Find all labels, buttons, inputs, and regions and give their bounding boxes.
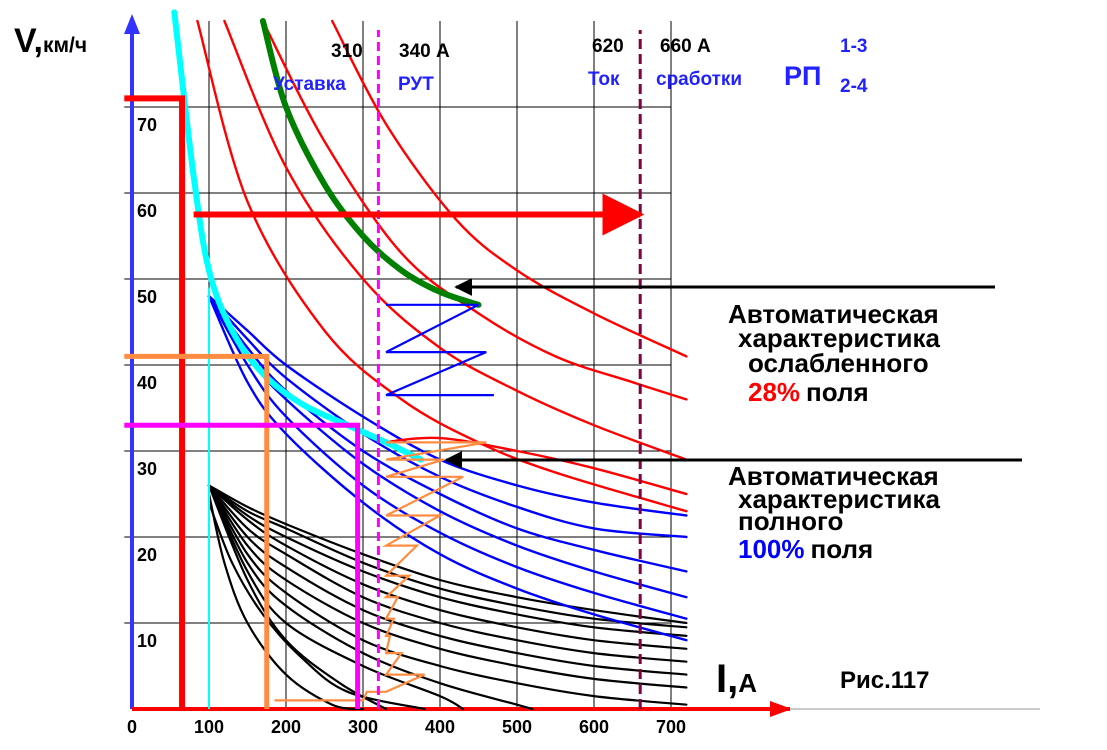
curve-starting-11 xyxy=(207,484,388,711)
curve-starting-13 xyxy=(207,484,534,711)
curve-starting-17 xyxy=(207,484,688,663)
y-tick-label-50: 50 xyxy=(137,287,157,307)
x-tick-label-100: 100 xyxy=(194,717,224,737)
y-tick-label-20: 20 xyxy=(137,545,157,565)
y-axis-arrowhead xyxy=(124,14,140,34)
curve-weakened-0 xyxy=(196,19,688,513)
y-tick-label-10: 10 xyxy=(137,631,157,651)
curve-full-10 xyxy=(207,295,688,517)
speed-current-marker-0 xyxy=(124,95,186,709)
weak-annotation-pct: 28% поля xyxy=(748,377,869,407)
curve-weakened-1 xyxy=(223,19,688,461)
y-tick-label-40: 40 xyxy=(137,373,157,393)
curve-starting-14 xyxy=(207,484,688,706)
y-tick-label-70: 70 xyxy=(137,115,157,135)
weak-annotation-line2: характеристика xyxy=(738,323,941,353)
curve-starting-16 xyxy=(207,484,688,676)
curve-weakened-4 xyxy=(381,436,688,496)
x-tick-label-600: 600 xyxy=(579,717,609,737)
y-tick-label-60: 60 xyxy=(137,201,157,221)
curve-starting-18 xyxy=(207,484,688,650)
weak-annotation-line3: ослабленного xyxy=(748,348,929,378)
setting-high-label: 340 А xyxy=(399,41,450,62)
rp-sup: 1-3 xyxy=(840,36,867,57)
series-layer xyxy=(171,9,688,711)
setting-text: Уставка xyxy=(273,74,346,95)
curve-full-5 xyxy=(207,295,688,642)
weak-pct: 28% xyxy=(748,377,800,407)
staircase-orange-1 xyxy=(274,441,487,702)
trip-text-2: сработки xyxy=(656,69,742,90)
x-tick-label-700: 700 xyxy=(656,717,686,737)
x-tick-label-500: 500 xyxy=(502,717,532,737)
staircase-full-0 xyxy=(385,303,494,397)
trip-high-label: 660 А xyxy=(660,36,711,57)
speed-current-marker-2 xyxy=(124,422,361,709)
rp-text: РП xyxy=(784,61,821,91)
y-axis-label-main: V, xyxy=(14,22,43,60)
x-axis-label: I,А xyxy=(716,657,757,701)
full-annotation-line3: полного xyxy=(738,506,843,536)
x-tick-label-200: 200 xyxy=(271,717,301,737)
y-tick-label-30: 30 xyxy=(137,459,157,479)
rut-text: РУТ xyxy=(398,74,434,95)
setting-low-label: 310 xyxy=(331,41,363,62)
full-annotation-pct: 100% поля xyxy=(738,534,873,564)
weak-annotation-line1: Автоматическая xyxy=(728,299,939,329)
full-annotation-line1: Автоматическая xyxy=(728,461,939,491)
speed-current-marker-1 xyxy=(124,353,270,709)
curve-starting-12 xyxy=(207,484,465,711)
y-axis-label: V,км/ч xyxy=(14,22,87,60)
x-tick-label-400: 400 xyxy=(425,717,455,737)
x-axis-label-unit: А xyxy=(738,668,757,698)
curve-weakened-3 xyxy=(331,19,688,358)
rp-sub: 2-4 xyxy=(840,76,868,97)
trip-low-label: 620 xyxy=(592,36,624,57)
x-axis-arrowhead xyxy=(770,701,792,717)
curve-full-6 xyxy=(207,295,688,620)
full-field: поля xyxy=(811,534,874,564)
grid xyxy=(124,21,672,709)
figure-label: Рис.117 xyxy=(840,667,930,694)
y-axis-label-unit: км/ч xyxy=(43,34,87,57)
curve-starting-22 xyxy=(207,492,365,711)
axes: 0 100 200 300 400 500 600 700 10 20 30 40 50 60 70 xyxy=(124,14,1040,737)
curve-starting-21 xyxy=(207,484,688,625)
reference-layer xyxy=(124,30,645,709)
trip-text-1: Ток xyxy=(588,69,620,90)
x-tick-label-0: 0 xyxy=(127,717,137,737)
full-pct: 100% xyxy=(738,534,805,564)
curve-cyan-24 xyxy=(171,9,424,463)
x-axis-label-main: I, xyxy=(716,657,738,701)
full-annotation-line2: характеристика xyxy=(738,484,941,514)
x-tick-label-300: 300 xyxy=(348,717,378,737)
curve-starting-20 xyxy=(207,484,688,629)
curve-full-9 xyxy=(207,295,688,539)
curve-green-25 xyxy=(259,18,482,308)
weak-field: поля xyxy=(806,377,869,407)
curve-starting-19 xyxy=(207,484,688,637)
curve-starting-15 xyxy=(207,484,688,689)
curve-weakened-2 xyxy=(261,19,688,401)
